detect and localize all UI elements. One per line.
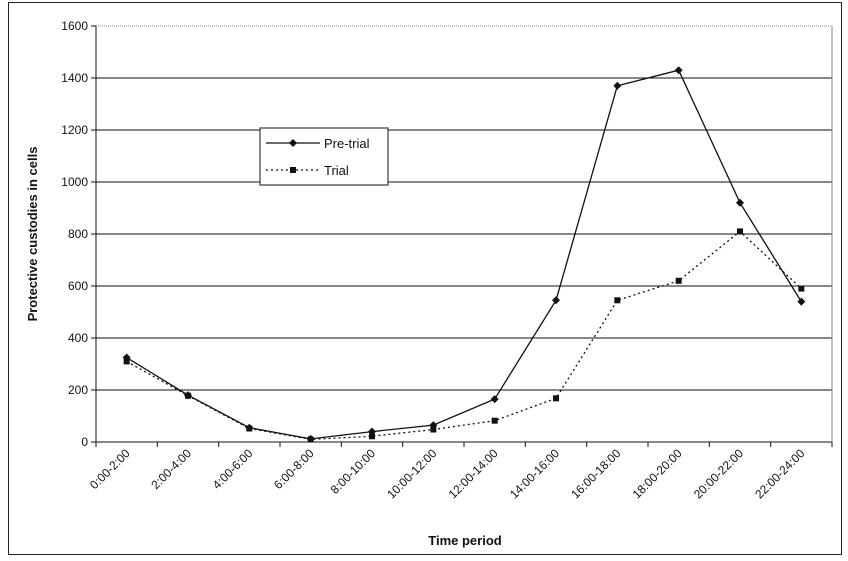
data-point-pre-trial: [736, 198, 744, 207]
x-tick-label: 10:00-12:00: [384, 446, 439, 501]
y-tick-label: 400: [68, 331, 88, 345]
series-line-trial: [126, 230, 802, 441]
y-axis-title: Protective custodies in cells: [25, 147, 40, 322]
y-tick-label: 600: [68, 279, 88, 293]
data-point-trial: [553, 395, 559, 402]
x-tick-label: 4:00-6:00: [210, 446, 256, 492]
data-point-trial: [430, 426, 437, 433]
x-tick-label: 0:00-2:00: [87, 446, 133, 492]
data-point-pre-trial: [674, 66, 683, 75]
y-ticks: 0 200 400 600 800 1000 1200 1400 1600: [61, 19, 96, 449]
x-tick-label: 18:00-20:00: [630, 446, 685, 501]
y-tick-label: 1000: [61, 175, 88, 189]
legend: Pre-trial Trial: [259, 127, 389, 186]
data-point-trial: [491, 417, 498, 424]
data-point-trial: [614, 297, 621, 304]
y-tick-label: 1600: [61, 19, 88, 33]
y-tick-label: 1200: [61, 123, 88, 137]
y-tick-label: 800: [68, 227, 88, 241]
data-point-trial: [798, 285, 805, 292]
data-point-trial: [246, 425, 253, 432]
legend-box: [259, 127, 389, 186]
y-tick-label: 200: [68, 383, 88, 397]
series-layer: [122, 66, 806, 443]
legend-marker-trial: [290, 167, 296, 173]
legend-label-pre-trial: Pre-trial: [324, 136, 370, 151]
x-tick-label: 16:00-18:00: [568, 446, 623, 501]
chart-frame: [8, 2, 842, 555]
data-point-trial: [675, 277, 682, 284]
data-point-pre-trial: [552, 296, 560, 305]
y-tick-label: 1400: [61, 71, 88, 85]
legend-marker-pre-trial: [289, 139, 297, 147]
x-tick-label: 6:00-8:00: [271, 446, 317, 492]
data-point-trial: [307, 436, 314, 443]
y-tick-label: 0: [81, 435, 88, 449]
data-point-pre-trial: [613, 81, 622, 90]
data-point-trial: [185, 392, 191, 399]
x-tick-label: 2:00-4:00: [148, 446, 194, 492]
x-ticks: 0:00-2:00 2:00-4:00 4:00-6:00 6:00-8:00 8:00…: [87, 442, 833, 501]
x-axis-title: Time period: [428, 533, 502, 548]
series-line-pre-trial: [126, 69, 802, 440]
gridlines: [96, 77, 832, 391]
x-tick-label: 14:00-16:00: [507, 446, 562, 501]
legend-label-trial: Trial: [324, 163, 349, 178]
x-tick-label: 22:00-24:00: [752, 446, 807, 501]
x-tick-label: 20:00-22:00: [691, 446, 746, 501]
data-point-trial: [737, 228, 743, 235]
x-tick-label: 12:00-14:00: [446, 446, 501, 501]
data-point-pre-trial: [490, 395, 499, 404]
data-point-pre-trial: [797, 297, 806, 306]
data-point-trial: [123, 358, 130, 365]
x-tick-label: 8:00-10:00: [328, 446, 379, 497]
data-point-trial: [369, 433, 375, 440]
